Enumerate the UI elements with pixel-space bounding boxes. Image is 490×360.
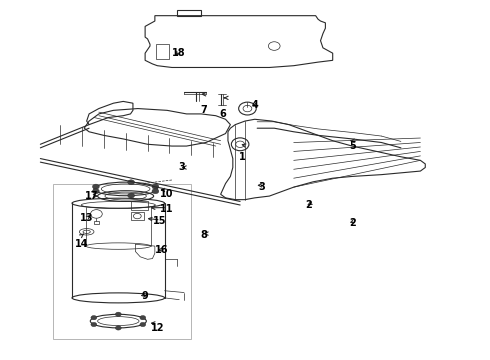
Bar	[130, 212, 144, 220]
Bar	[156, 44, 169, 59]
Text: 18: 18	[172, 48, 186, 58]
Text: 3: 3	[259, 182, 266, 192]
Circle shape	[140, 316, 146, 320]
Text: 17: 17	[85, 191, 98, 201]
Circle shape	[152, 189, 159, 194]
Text: 6: 6	[220, 109, 226, 119]
Text: 5: 5	[349, 141, 356, 151]
Text: 12: 12	[150, 323, 164, 333]
Bar	[94, 221, 99, 224]
Circle shape	[93, 189, 99, 194]
Circle shape	[91, 322, 97, 327]
Circle shape	[128, 193, 135, 198]
Text: 4: 4	[251, 100, 258, 110]
Circle shape	[93, 184, 99, 189]
Bar	[52, 184, 192, 339]
Text: 11: 11	[160, 203, 174, 213]
Text: 13: 13	[80, 212, 94, 222]
Circle shape	[128, 180, 135, 185]
Text: 10: 10	[160, 189, 174, 199]
Text: 8: 8	[200, 230, 207, 240]
Text: 9: 9	[142, 291, 148, 301]
Text: 2: 2	[305, 200, 312, 210]
Circle shape	[140, 322, 146, 327]
Text: 1: 1	[239, 152, 246, 162]
Text: 3: 3	[178, 162, 185, 172]
Text: 7: 7	[200, 105, 207, 115]
Text: 14: 14	[75, 239, 89, 249]
Circle shape	[152, 184, 159, 189]
Text: 16: 16	[155, 245, 169, 255]
Circle shape	[116, 326, 121, 330]
Text: 2: 2	[349, 218, 356, 228]
Circle shape	[116, 312, 121, 316]
Text: 15: 15	[153, 216, 167, 226]
Bar	[130, 202, 147, 210]
Circle shape	[91, 316, 97, 320]
